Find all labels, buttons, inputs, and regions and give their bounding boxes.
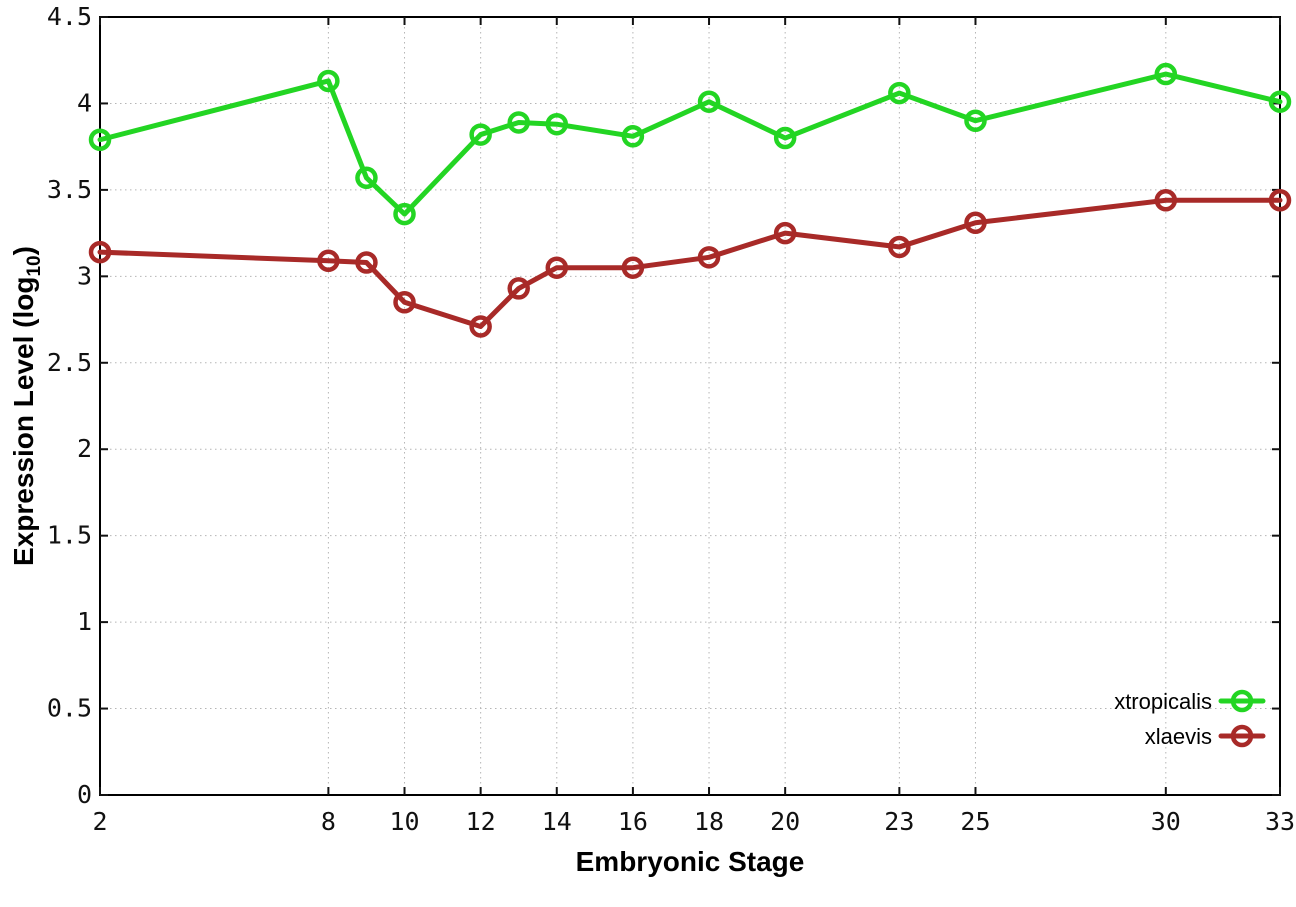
y-axis-title: Expression Level (log10) xyxy=(8,246,46,566)
series-line-xtropicalis xyxy=(97,71,1283,217)
data-point-xlaevis xyxy=(88,240,112,264)
y-tick-label: 3.5 xyxy=(47,175,92,204)
data-point-xtropicalis xyxy=(1268,90,1292,113)
data-point-xtropicalis xyxy=(773,126,797,150)
x-tick-label: 20 xyxy=(770,807,800,836)
data-point-xtropicalis xyxy=(393,202,416,226)
legend-entry-xtropicalis: xtropicalis xyxy=(1114,689,1266,714)
y-tick-label: 1.5 xyxy=(47,521,92,550)
y-tick-label: 1 xyxy=(77,607,92,636)
data-point-xtropicalis xyxy=(1154,62,1178,86)
data-point-xtropicalis xyxy=(964,109,987,132)
y-tick-label: 2.5 xyxy=(47,348,92,377)
legend-sample-marker-xtropicalis xyxy=(1230,689,1254,713)
x-tick-label: 16 xyxy=(618,807,648,836)
x-tick-label: 33 xyxy=(1265,807,1295,836)
y-tick-label: 0 xyxy=(77,780,92,809)
data-point-xtropicalis xyxy=(545,112,569,136)
legend-label-xtropicalis: xtropicalis xyxy=(1114,689,1212,714)
data-point-xlaevis xyxy=(697,246,721,269)
data-point-xtropicalis xyxy=(888,81,911,105)
x-tick-label: 23 xyxy=(884,807,914,836)
y-tick-label: 4.5 xyxy=(47,2,92,31)
x-tick-label: 18 xyxy=(694,807,724,836)
y-tick-label: 2 xyxy=(77,434,92,463)
legend-sample-marker-xlaevis xyxy=(1230,724,1254,748)
y-axis-title-text: Expression Level (log xyxy=(8,276,40,566)
x-tick-label: 12 xyxy=(466,807,496,836)
x-tick-label: 25 xyxy=(960,807,990,836)
y-tick-label: 3 xyxy=(77,261,92,290)
x-tick-label: 2 xyxy=(92,807,107,836)
y-axis-title-subscript: 10 xyxy=(23,255,45,277)
data-point-xlaevis xyxy=(1268,189,1292,212)
data-point-xlaevis xyxy=(964,211,987,234)
data-point-xlaevis xyxy=(621,256,645,279)
data-point-xtropicalis xyxy=(88,128,112,152)
data-point-xtropicalis xyxy=(355,166,378,190)
legend-label-xlaevis: xlaevis xyxy=(1145,724,1212,749)
data-point-xlaevis xyxy=(545,256,569,279)
data-point-xlaevis xyxy=(355,251,378,274)
x-tick-label: 14 xyxy=(542,807,572,836)
grid-layer xyxy=(99,16,1281,796)
x-tick-label: 30 xyxy=(1151,807,1181,836)
y-tick-label: 0.5 xyxy=(47,694,92,723)
data-point-xlaevis xyxy=(773,221,797,245)
data-point-xtropicalis xyxy=(697,90,721,113)
y-tick-label: 4 xyxy=(77,88,92,117)
x-tick-label: 10 xyxy=(389,807,419,836)
series-line-xlaevis xyxy=(97,197,1283,329)
axis-layer: 2 8 10 12 14 16 18 20 23 25 30 33 0 0.5 1 1.5 2 2.5 3 3.5 4 4… xyxy=(47,2,1295,836)
legend-entry-xlaevis: xlaevis xyxy=(1145,724,1266,749)
data-point-xlaevis xyxy=(888,235,911,259)
plot-border xyxy=(99,16,1281,796)
x-tick-label: 8 xyxy=(321,807,336,836)
y-axis-title-suffix: ) xyxy=(8,246,40,256)
legend: xtropicalis xlaevis xyxy=(1114,689,1266,749)
x-axis-title: Embryonic Stage xyxy=(575,846,805,877)
data-point-xtropicalis xyxy=(507,111,530,134)
data-point-xtropicalis xyxy=(621,125,645,148)
data-point-xtropicalis xyxy=(469,123,492,146)
data-point-xlaevis xyxy=(393,291,416,314)
data-point-xlaevis xyxy=(1154,189,1178,212)
data-point-xlaevis xyxy=(469,315,492,338)
series-layer xyxy=(88,62,1292,338)
data-point-xlaevis xyxy=(317,249,340,273)
data-point-xlaevis xyxy=(507,277,530,300)
data-point-xtropicalis xyxy=(317,69,340,93)
